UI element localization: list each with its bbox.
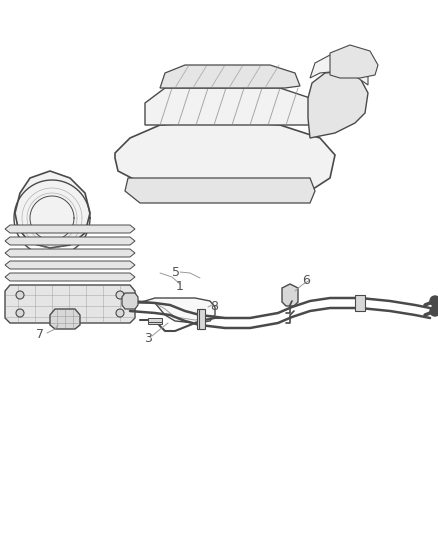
Polygon shape: [125, 178, 315, 203]
Polygon shape: [5, 249, 135, 257]
Polygon shape: [5, 261, 135, 269]
Circle shape: [430, 296, 438, 306]
Polygon shape: [5, 237, 135, 245]
Polygon shape: [5, 285, 135, 323]
Circle shape: [16, 291, 24, 299]
Text: 7: 7: [36, 328, 44, 342]
Polygon shape: [5, 273, 135, 281]
Text: 6: 6: [302, 274, 310, 287]
Polygon shape: [145, 88, 315, 125]
Polygon shape: [115, 121, 335, 195]
Circle shape: [116, 291, 124, 299]
FancyBboxPatch shape: [199, 309, 205, 329]
Polygon shape: [135, 298, 215, 323]
FancyBboxPatch shape: [355, 295, 365, 311]
Polygon shape: [330, 45, 378, 78]
Polygon shape: [282, 284, 298, 306]
FancyBboxPatch shape: [148, 318, 162, 322]
Text: 5: 5: [172, 266, 180, 279]
FancyBboxPatch shape: [148, 320, 162, 324]
Polygon shape: [122, 293, 138, 309]
Polygon shape: [160, 65, 300, 88]
Polygon shape: [15, 171, 90, 248]
Polygon shape: [5, 225, 135, 233]
Polygon shape: [310, 55, 368, 85]
FancyBboxPatch shape: [197, 309, 203, 329]
Circle shape: [16, 309, 24, 317]
Polygon shape: [50, 309, 80, 329]
Text: 8: 8: [210, 301, 218, 313]
Text: 3: 3: [144, 332, 152, 344]
Circle shape: [430, 306, 438, 316]
Polygon shape: [308, 71, 368, 138]
Circle shape: [116, 309, 124, 317]
Text: 1: 1: [176, 279, 184, 293]
